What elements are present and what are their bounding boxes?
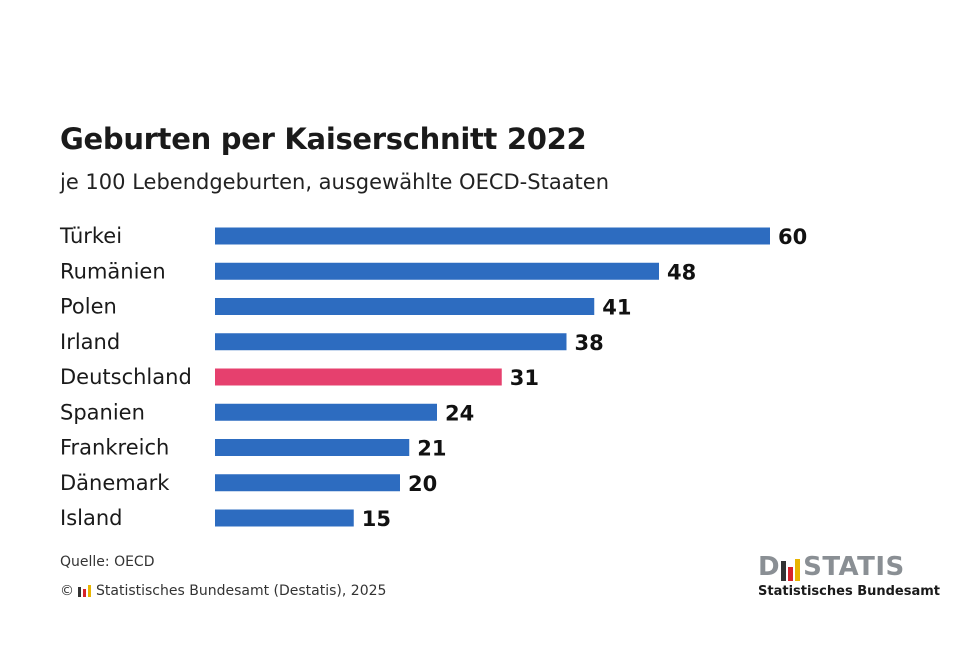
copyright-symbol: © [60,583,74,599]
source-note: Quelle: OECD [60,554,155,570]
destatis-mini-logo-icon [78,585,91,597]
value-label: 60 [778,225,807,249]
value-label: 15 [362,507,391,531]
chart-subtitle: je 100 Lebendgeburten, ausgewählte OECD-… [60,170,610,194]
bar [215,439,410,456]
bar-highlight [215,368,502,386]
bar [215,298,595,315]
destatis-logo: D STATIS Statistisches Bundesamt [758,552,941,599]
category-label: Polen [60,295,117,319]
chart-title: Geburten per Kaiserschnitt 2022 [60,122,587,156]
value-label: 31 [510,366,539,390]
bar [215,227,770,245]
category-label: Island [60,506,122,530]
category-label: Deutschland [60,365,192,389]
bar [215,474,400,492]
copyright-text: Statistisches Bundesamt (Destatis), 2025 [96,583,387,599]
value-label: 38 [575,331,604,355]
category-label: Irland [60,330,120,354]
copyright-note: © Statistisches Bundesamt (Destatis), 20… [60,583,386,599]
value-label: 48 [667,260,696,284]
category-label: Türkei [59,224,122,248]
category-label: Frankreich [60,436,169,460]
category-label: Spanien [60,400,145,424]
bar [215,333,567,351]
value-label: 24 [445,401,474,425]
logo-word-right: STATIS [803,552,905,582]
category-label: Dänemark [60,471,170,495]
logo-tagline: Statistisches Bundesamt [758,584,941,599]
bar [215,262,659,280]
value-label: 20 [408,472,437,496]
bar [215,509,354,527]
value-label: 41 [602,296,631,320]
logo-word-left: D [758,552,781,582]
category-label: Rumänien [60,259,166,283]
bar [215,403,437,421]
destatis-bars-icon [781,559,801,581]
value-label: 21 [417,437,446,461]
